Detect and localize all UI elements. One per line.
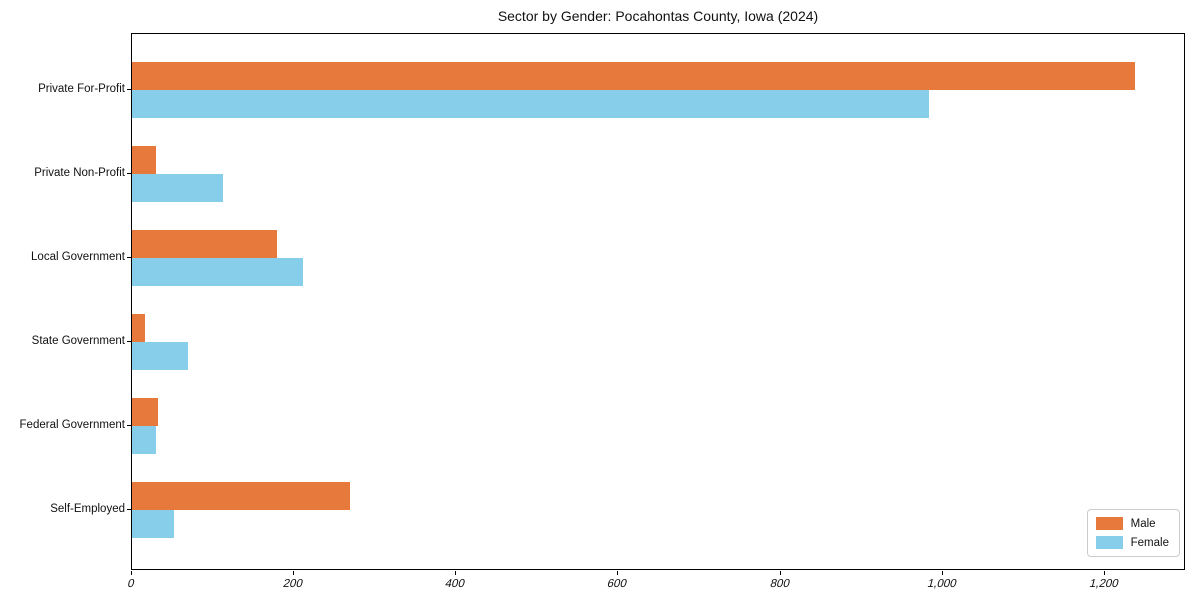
bar-female-2 [132, 258, 303, 286]
x-tick-mark [941, 571, 943, 575]
legend: Male Female [1086, 509, 1180, 557]
x-tick-label: 200 [282, 578, 305, 590]
y-tick-label: Private Non-Profit [34, 167, 125, 179]
chart-title: Sector by Gender: Pocahontas County, Iow… [497, 8, 819, 24]
y-tick-label: Private For-Profit [38, 83, 125, 95]
x-tick-label: 0 [126, 578, 136, 590]
bar-female-1 [132, 174, 223, 202]
x-tick-label: 600 [606, 578, 629, 590]
x-tick-mark [455, 571, 457, 575]
x-tick-label: 400 [444, 578, 467, 590]
bar-male-4 [132, 398, 158, 426]
y-tick-label: Local Government [31, 251, 125, 263]
y-tick-mark [127, 341, 131, 342]
y-tick-mark [127, 89, 131, 90]
bar-male-2 [132, 230, 277, 258]
bar-female-3 [132, 342, 188, 370]
bar-male-1 [132, 146, 156, 174]
x-tick-mark [131, 571, 132, 575]
x-tick-mark [1103, 571, 1105, 575]
bar-female-5 [132, 510, 174, 538]
y-tick-label: State Government [31, 335, 125, 347]
y-tick-mark [127, 257, 131, 258]
bar-female-0 [132, 90, 929, 118]
legend-entry-male: Male [1095, 517, 1169, 530]
bar-female-4 [132, 426, 156, 454]
y-tick-label: Self-Employed [50, 503, 125, 515]
bar-male-3 [132, 314, 145, 342]
bar-male-0 [132, 62, 1135, 90]
legend-label-male: Male [1130, 517, 1156, 530]
plot-area [131, 33, 1185, 570]
legend-swatch-male [1095, 517, 1123, 530]
x-tick-mark [617, 571, 619, 575]
x-tick-label: 800 [768, 578, 791, 590]
y-tick-mark [127, 509, 131, 510]
y-tick-label: Federal Government [19, 419, 125, 431]
bar-male-5 [132, 482, 350, 510]
legend-swatch-female [1095, 536, 1123, 549]
legend-entry-female: Female [1095, 536, 1169, 549]
y-tick-mark [127, 425, 131, 426]
x-tick-label: 1,200 [1088, 578, 1120, 590]
x-tick-mark [779, 571, 781, 575]
x-tick-label: 1,000 [925, 578, 958, 590]
y-tick-mark [127, 173, 131, 174]
x-tick-mark [293, 571, 295, 575]
legend-label-female: Female [1130, 536, 1169, 549]
